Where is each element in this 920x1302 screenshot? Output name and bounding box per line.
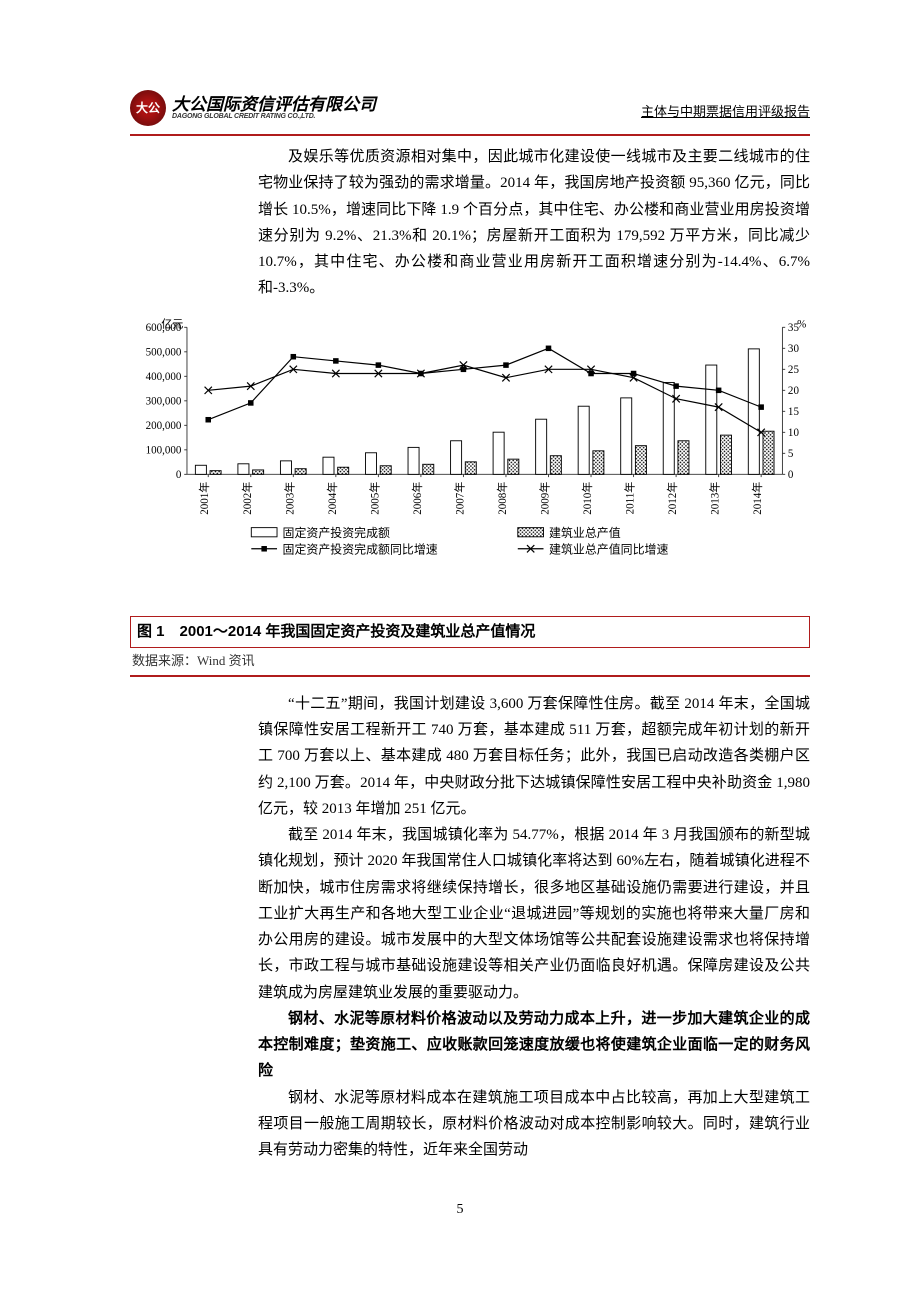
svg-text:固定资产投资完成额同比增速: 固定资产投资完成额同比增速 <box>283 541 438 556</box>
page-number: 5 <box>0 1198 920 1223</box>
figure-caption: 图 1 2001～2014 年我国固定资产投资及建筑业总产值情况 <box>130 616 810 648</box>
svg-text:20: 20 <box>788 384 800 396</box>
svg-text:2013年: 2013年 <box>708 481 722 514</box>
svg-text:25: 25 <box>788 363 800 375</box>
svg-text:2014年: 2014年 <box>750 481 764 514</box>
svg-text:600,000: 600,000 <box>146 321 182 333</box>
figure-1: 亿元0100,000200,000300,000400,000500,00060… <box>130 308 810 677</box>
body-paragraph-4-bold: 钢材、水泥等原材料价格波动以及劳动力成本上升，进一步加大建筑企业的成本控制难度；… <box>258 1006 810 1085</box>
svg-text:100,000: 100,000 <box>146 444 182 456</box>
svg-text:10: 10 <box>788 427 800 439</box>
svg-text:200,000: 200,000 <box>146 420 182 432</box>
svg-text:2009年: 2009年 <box>538 481 552 514</box>
company-name-en: DAGONG GLOBAL CREDIT RATING CO.,LTD. <box>172 113 376 120</box>
svg-text:15: 15 <box>788 406 800 418</box>
svg-text:0: 0 <box>788 469 794 481</box>
svg-text:2003年: 2003年 <box>282 481 296 514</box>
svg-text:35: 35 <box>788 321 800 333</box>
svg-text:2012年: 2012年 <box>665 481 679 514</box>
document-type-label: 主体与中期票据信用评级报告 <box>641 101 810 126</box>
company-logo: 大公 大公国际资信评估有限公司 DAGONG GLOBAL CREDIT RAT… <box>130 90 376 126</box>
svg-text:2002年: 2002年 <box>240 481 254 514</box>
figure-source: 数据来源：Wind 资讯 <box>132 650 810 673</box>
body-paragraph-3: 截至 2014 年末，我国城镇化率为 54.77%，根据 2014 年 3 月我… <box>258 822 810 1006</box>
svg-text:2005年: 2005年 <box>367 481 381 514</box>
header-rule <box>130 134 810 136</box>
svg-text:300,000: 300,000 <box>146 395 182 407</box>
svg-text:2006年: 2006年 <box>410 481 424 514</box>
svg-text:固定资产投资完成额: 固定资产投资完成额 <box>283 524 391 539</box>
svg-text:建筑业总产值同比增速: 建筑业总产值同比增速 <box>549 541 668 556</box>
logo-mark-icon: 大公 <box>130 90 166 126</box>
svg-text:400,000: 400,000 <box>146 370 182 382</box>
chart-svg: 亿元0100,000200,000300,000400,000500,00060… <box>130 308 810 603</box>
company-name-cn: 大公国际资信评估有限公司 <box>172 96 376 113</box>
svg-text:500,000: 500,000 <box>146 346 182 358</box>
body-paragraph-1-wrap: 及娱乐等优质资源相对集中，因此城市化建设使一线城市及主要二线城市的住宅物业保持了… <box>258 144 810 302</box>
svg-text:建筑业总产值: 建筑业总产值 <box>549 524 621 539</box>
svg-text:30: 30 <box>788 342 800 354</box>
page-header: 大公 大公国际资信评估有限公司 DAGONG GLOBAL CREDIT RAT… <box>130 90 810 126</box>
svg-text:2010年: 2010年 <box>580 481 594 514</box>
body-below-chart: “十二五”期间，我国计划建设 3,600 万套保障性住房。截至 2014 年末，… <box>258 691 810 1164</box>
figure-rule <box>130 675 810 677</box>
svg-text:2008年: 2008年 <box>495 481 509 514</box>
svg-text:2004年: 2004年 <box>325 481 339 514</box>
svg-text:0: 0 <box>176 469 182 481</box>
svg-text:2011年: 2011年 <box>623 481 637 514</box>
svg-text:2007年: 2007年 <box>452 481 466 514</box>
body-paragraph-1: 及娱乐等优质资源相对集中，因此城市化建设使一线城市及主要二线城市的住宅物业保持了… <box>258 144 810 302</box>
body-paragraph-2: “十二五”期间，我国计划建设 3,600 万套保障性住房。截至 2014 年末，… <box>258 691 810 822</box>
body-paragraph-5: 钢材、水泥等原材料成本在建筑施工项目成本中占比较高，再加上大型建筑工程项目一般施… <box>258 1085 810 1164</box>
svg-text:5: 5 <box>788 448 794 460</box>
svg-text:2001年: 2001年 <box>197 481 211 514</box>
